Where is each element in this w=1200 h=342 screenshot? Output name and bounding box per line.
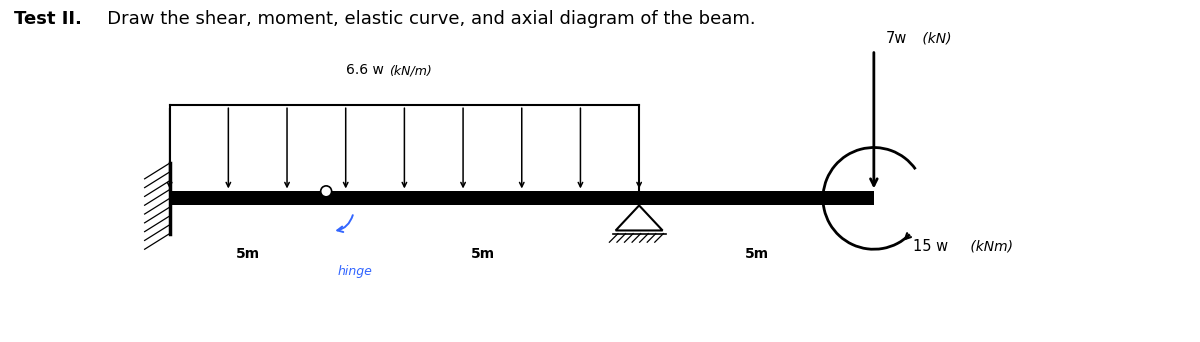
Text: 5m: 5m [236,247,260,261]
Circle shape [320,186,331,197]
Text: 6.6 w: 6.6 w [347,63,389,77]
Text: 7w: 7w [886,31,907,46]
Text: 15 w: 15 w [913,239,948,254]
Text: (kN/m): (kN/m) [389,64,432,77]
Text: (kNm): (kNm) [966,240,1013,254]
Text: hinge: hinge [338,265,373,278]
Text: 5m: 5m [470,247,494,261]
Bar [169,191,874,206]
Text: (kN): (kN) [918,32,952,46]
Text: 5m: 5m [744,247,768,261]
Text: Test II.: Test II. [14,10,83,28]
Text: Draw the shear, moment, elastic curve, and axial diagram of the beam.: Draw the shear, moment, elastic curve, a… [90,10,756,28]
